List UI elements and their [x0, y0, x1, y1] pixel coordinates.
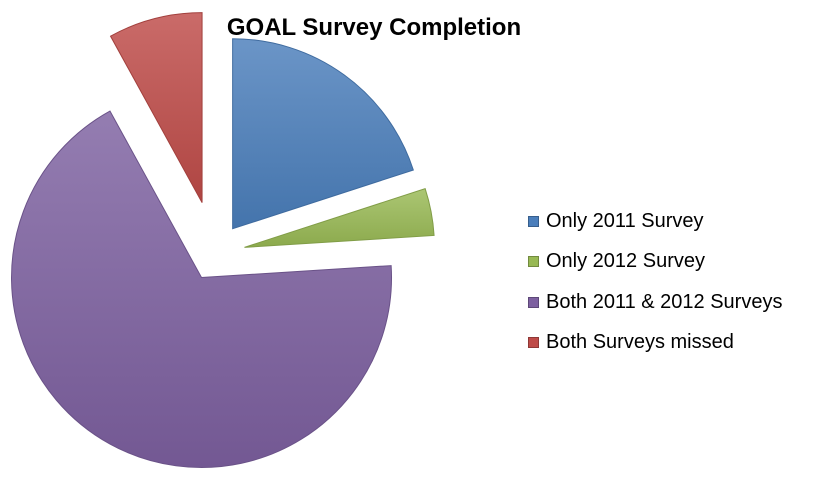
- legend-swatch: [528, 337, 539, 348]
- pie-slice-both-missed: [109, 12, 203, 203]
- legend-swatch: [528, 296, 539, 308]
- legend-item-both-missed: Both Surveys missed: [528, 328, 782, 358]
- pie-slice-only-2011: [232, 38, 414, 230]
- legend-label: Both Surveys missed: [546, 331, 734, 353]
- pie-slice-only-2012: [244, 188, 435, 248]
- legend-swatch: [528, 215, 539, 227]
- legend-item-only-2012: Only 2012 Survey: [528, 247, 782, 277]
- pie-slice-both-surveys: [11, 110, 393, 469]
- legend-label: Both 2011 & 2012 Surveys: [546, 290, 783, 313]
- chart-legend: Only 2011 Survey Only 2012 Survey Both 2…: [528, 206, 782, 368]
- legend-label: Only 2011 Survey: [546, 209, 704, 232]
- legend-label: Only 2012 Survey: [546, 250, 705, 272]
- chart-title: GOAL Survey Completion: [226, 14, 522, 41]
- legend-swatch: [528, 256, 539, 267]
- legend-item-only-2011: Only 2011 Survey: [528, 206, 782, 236]
- legend-item-both-surveys: Both 2011 & 2012 Surveys: [528, 287, 782, 317]
